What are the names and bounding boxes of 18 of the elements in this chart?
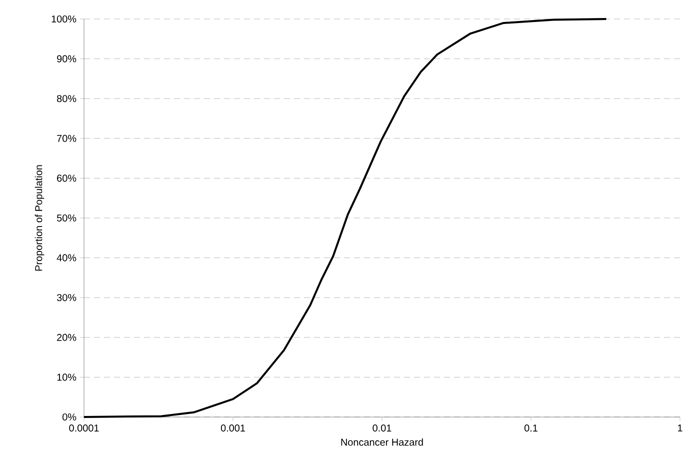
x-tick-label: 0.001 [220, 424, 245, 432]
x-tick-label: 1 [678, 424, 682, 432]
y-tick-label: 100% [52, 15, 76, 23]
y-tick-label: 60% [57, 174, 76, 182]
y-tick-label: 40% [56, 254, 76, 262]
y-axis-title: Proportion of Population [34, 165, 44, 271]
y-tick-label: 70% [57, 134, 76, 142]
y-tick-label: 50% [56, 214, 76, 222]
x-tick-label: 0.01 [372, 424, 392, 432]
x-axis-title: Noncancer Hazard [341, 438, 423, 446]
y-tick-label: 80% [57, 95, 76, 102]
y-tick-label: 10% [57, 374, 76, 381]
x-tick-label: 0.1 [524, 424, 538, 432]
y-tick-label: 20% [57, 334, 76, 341]
y-tick-label: 0% [62, 413, 76, 421]
x-tick-label: 0.0001 [69, 424, 99, 432]
y-tick-label: 90% [57, 55, 76, 62]
y-tick-label: 30% [56, 294, 76, 302]
